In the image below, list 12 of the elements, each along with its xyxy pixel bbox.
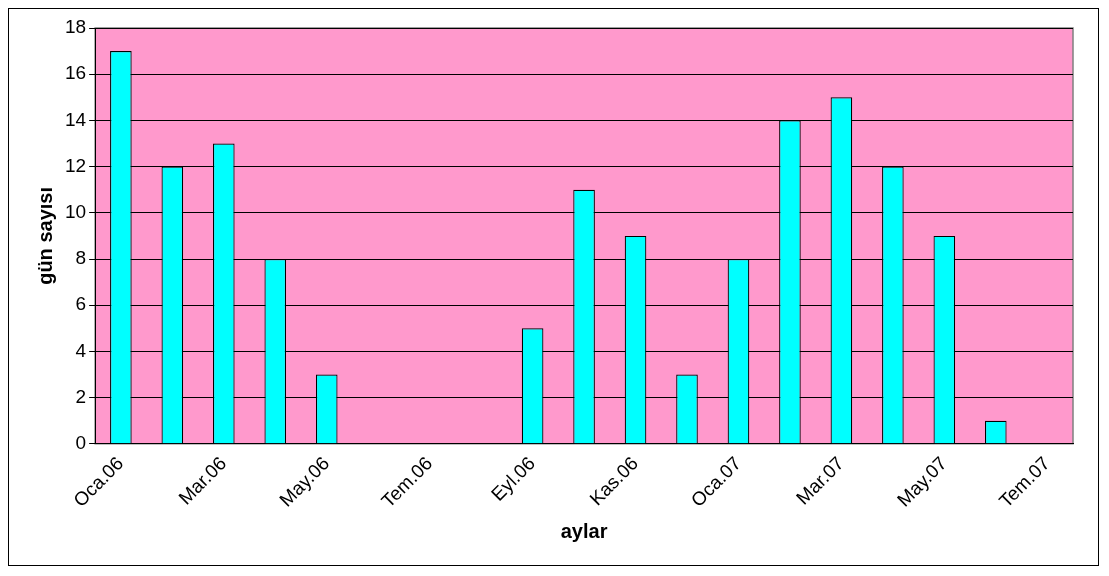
x-axis-title: aylar [560, 519, 608, 542]
y-tick-label: 4 [75, 339, 87, 361]
y-tick-label: 8 [75, 247, 87, 269]
y-tick-label: 12 [64, 154, 87, 176]
y-tick-label: 6 [75, 293, 87, 315]
y-tick-label: 0 [75, 432, 87, 454]
y-tick-label: 16 [64, 62, 87, 84]
y-axis-title: gün sayısı [33, 187, 56, 285]
y-tick-label: 14 [64, 108, 87, 130]
y-tick-label: 10 [64, 201, 87, 223]
y-tick-label: 18 [64, 16, 87, 38]
y-tick-label: 2 [75, 385, 87, 407]
